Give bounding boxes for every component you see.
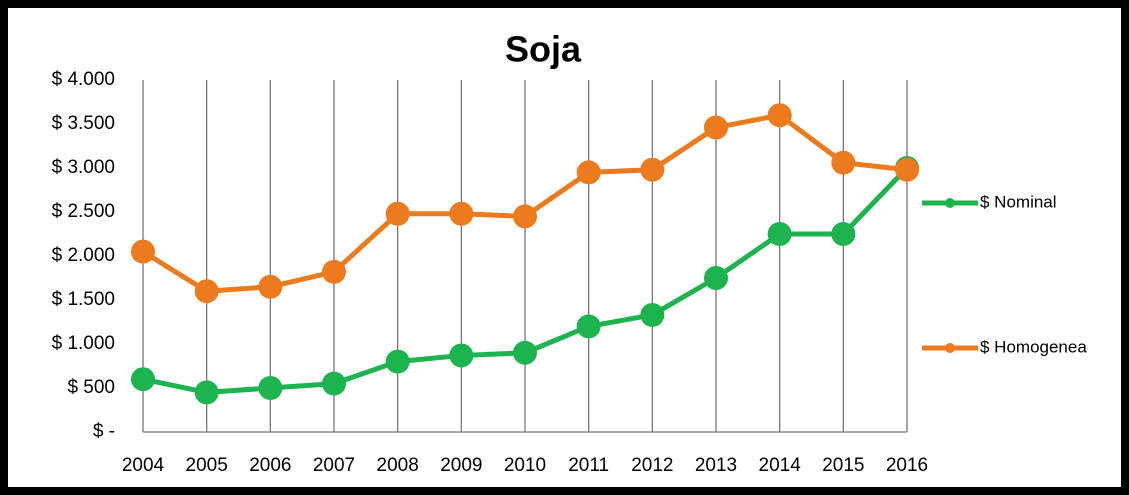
point [449,343,474,368]
point [258,376,283,400]
x-tick-label: 2012 [631,455,673,476]
point [385,349,410,374]
x-tick-label: 2006 [249,455,291,476]
point [131,239,155,264]
y-tick-label: $ 2.000 [52,245,115,266]
y-tick-label: $ - [93,421,115,442]
x-tick-label: 2013 [695,455,737,476]
point [513,340,537,365]
point [704,115,728,140]
x-tick-label: 2014 [759,455,802,476]
x-tick-label: 2007 [313,455,355,476]
legend-marker [945,343,955,353]
point [576,314,601,339]
point [449,201,474,226]
point [194,279,219,304]
point [131,367,155,392]
chart-title: Soja [505,29,582,70]
point [258,274,283,299]
legend-marker [945,198,955,208]
point [322,371,346,396]
x-tick-label: 2015 [822,455,864,476]
point [767,222,792,246]
x-tick-label: 2011 [568,455,609,476]
point [576,160,601,185]
x-tick-label: 2008 [377,455,419,476]
point [385,201,410,226]
point [194,380,219,405]
point [831,222,856,246]
legend-label: $ Homogenea [980,337,1087,356]
point [767,103,792,128]
y-tick-label: $ 3.000 [52,157,115,178]
y-tick-label: $ 1.000 [52,333,115,354]
point [895,157,919,182]
legend-label: $ Nominal [980,192,1057,211]
point [831,150,856,175]
x-tick-label: 2010 [504,455,546,476]
point [640,302,665,327]
y-tick-label: $ 2.500 [52,201,115,222]
x-tick-label: 2005 [186,455,228,476]
point [322,259,346,284]
point [704,266,728,290]
point [513,204,537,229]
x-tick-label: 2004 [122,455,165,476]
y-tick-label: $ 1.500 [52,289,115,310]
y-tick-label: $ 4.000 [52,69,115,90]
x-tick-label: 2016 [886,455,928,476]
x-tick-label: 2009 [440,455,482,476]
y-tick-label: $ 500 [67,377,115,398]
point [640,157,665,182]
y-tick-label: $ 3.500 [52,113,115,134]
